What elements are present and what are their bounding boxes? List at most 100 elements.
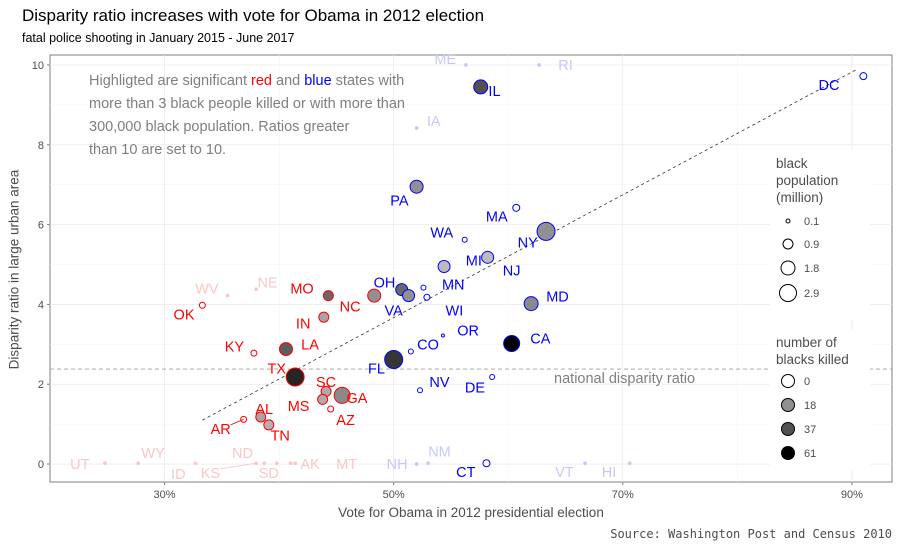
label-ms: MS [288, 399, 310, 415]
label-tn: TN [271, 428, 290, 444]
point-id [193, 461, 198, 466]
point-mn [420, 284, 427, 291]
size-legend-label: 0.1 [804, 216, 819, 228]
fill-legend-title: blacks killed [776, 352, 849, 367]
chart-title: Disparity ratio increases with vote for … [22, 6, 485, 25]
label-ut: UT [70, 457, 89, 473]
label-co: CO [417, 337, 439, 353]
label-nh: NH [387, 457, 408, 473]
fill-legend-label: 0 [804, 376, 810, 388]
point-ri [537, 63, 542, 67]
point-ok [198, 301, 206, 309]
label-id: ID [171, 467, 186, 483]
size-legend-key [782, 238, 794, 250]
fill-legend-label: 18 [804, 400, 816, 412]
label-ga: GA [347, 391, 368, 407]
point-ct [482, 459, 491, 468]
label-ri: RI [558, 58, 573, 74]
size-legend-key [785, 218, 791, 224]
point-nc [367, 288, 382, 303]
fill-legend-key [781, 398, 795, 412]
point-nd [262, 461, 267, 466]
x-tick-label: 70% [612, 489, 634, 501]
label-or: OR [457, 323, 479, 339]
point-al [255, 411, 267, 423]
label-nm: NM [428, 444, 451, 460]
point-nj [481, 250, 495, 264]
label-ky: KY [225, 339, 245, 355]
x-tick-label: 30% [154, 489, 176, 501]
point-ky [250, 349, 258, 357]
national-disparity-label: national disparity ratio [554, 371, 695, 387]
x-tick-label: 90% [841, 489, 863, 501]
size-legend-label: 1.8 [804, 263, 819, 275]
label-nd: ND [232, 446, 253, 462]
point-sd [274, 461, 279, 466]
label-wv: WV [195, 281, 219, 297]
point-wa [461, 236, 468, 243]
label-mi: MI [466, 254, 482, 270]
fill-legend-label: 37 [804, 424, 816, 436]
label-wy: WY [141, 446, 165, 462]
label-ny: NY [518, 236, 538, 252]
point-co [407, 348, 414, 355]
point-ms [317, 393, 329, 405]
y-tick-label: 10 [32, 60, 44, 72]
point-dc [859, 72, 868, 81]
label-ne: NE [258, 275, 278, 291]
fill-legend-key [781, 446, 795, 460]
point-tn [263, 419, 275, 431]
size-legend-title: population [776, 173, 838, 188]
point-fl [384, 349, 404, 369]
point-in [318, 311, 330, 323]
point-hi [627, 461, 632, 466]
point-az [327, 405, 335, 413]
annotation-note-line: 300,000 black population. Ratios greater [89, 119, 350, 135]
label-dc: DC [819, 78, 840, 94]
point-pa [409, 179, 424, 194]
label-ma: MA [486, 210, 508, 226]
label-ia: IA [427, 114, 441, 130]
label-ct: CT [456, 465, 475, 481]
y-tick-label: 4 [38, 299, 44, 311]
label-al: AL [255, 402, 273, 418]
size-legend-title: black [776, 156, 808, 171]
label-az: AZ [336, 413, 355, 429]
point-ma [512, 203, 521, 212]
annotation-note-line: Highligted are significant red and blue … [89, 73, 404, 89]
label-pa: PA [390, 194, 409, 210]
label-mt: MT [336, 457, 357, 473]
label-in: IN [296, 317, 311, 333]
point-or [440, 333, 445, 338]
label-va: VA [385, 303, 404, 319]
point-wv [225, 293, 230, 298]
annotation-note-line: more than 3 black people killed or with … [89, 96, 405, 112]
y-tick-label: 6 [38, 220, 44, 232]
point-mt [293, 461, 298, 466]
point-ny [536, 221, 556, 241]
fill-legend-key [781, 374, 795, 388]
x-tick-label: 50% [383, 489, 405, 501]
label-wi: WI [446, 303, 464, 319]
label-nj: NJ [503, 263, 521, 279]
label-ok: OK [174, 307, 195, 323]
size-legend-label: 0.9 [804, 239, 819, 251]
fill-legend-title: number of [776, 335, 837, 350]
point-mi [437, 260, 451, 274]
point-va [402, 289, 416, 303]
plot-panel [49, 54, 893, 483]
label-me: ME [434, 52, 456, 68]
point-tx [285, 367, 305, 387]
point-ne [254, 287, 259, 292]
point-wi [423, 293, 431, 301]
label-ak: AK [300, 457, 320, 473]
size-legend-key [779, 284, 797, 302]
point-nv [417, 387, 424, 394]
y-tick-label: 2 [38, 379, 44, 391]
fill-legend-key [781, 422, 795, 436]
point-il [473, 79, 489, 95]
point-nm [426, 461, 430, 466]
size-legend-label: 2.9 [804, 288, 819, 300]
label-de: DE [465, 380, 485, 396]
